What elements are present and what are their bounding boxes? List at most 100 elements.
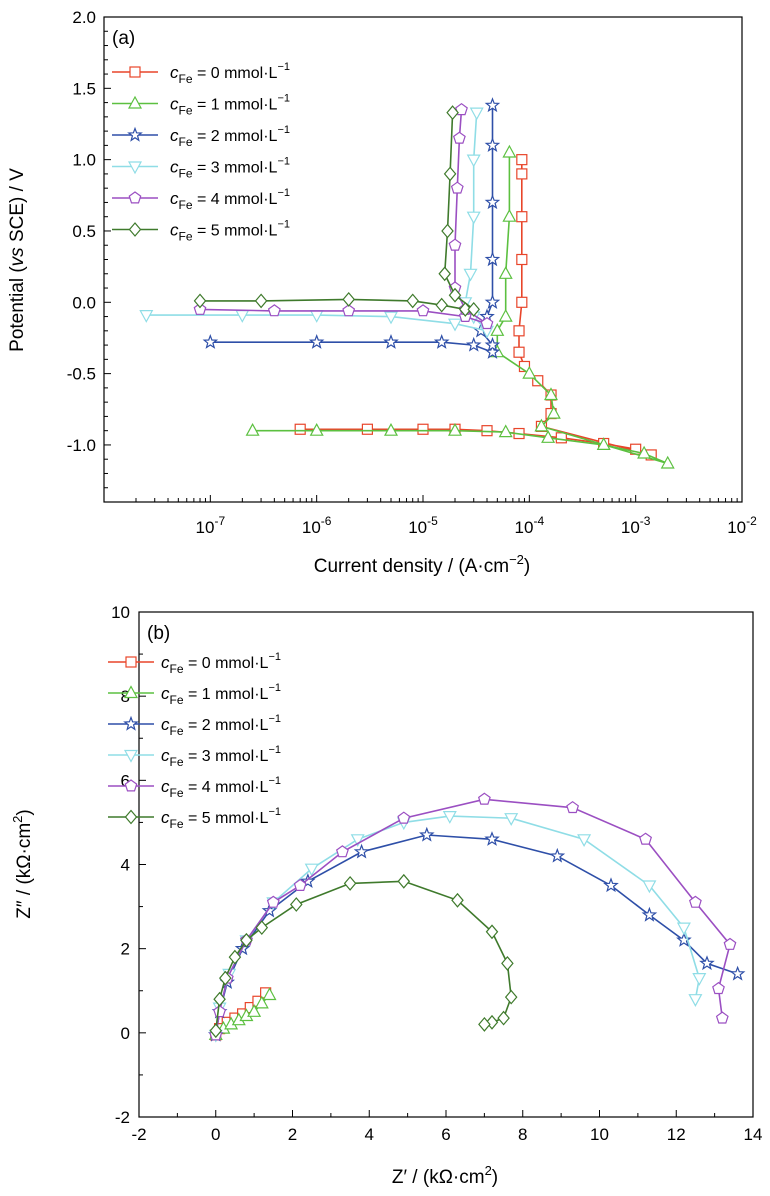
panel-a-data-point — [383, 422, 399, 436]
panel-a-data-point — [452, 131, 466, 144]
panel-b-legend-marker — [123, 715, 139, 731]
panel-a-data-point — [466, 154, 481, 168]
panel-b-series — [207, 792, 746, 1043]
panel-b-legend-marker — [125, 656, 137, 668]
panel-b-y-tick-label: 4 — [121, 856, 130, 875]
panel-a-legend-marker — [127, 126, 143, 142]
panel-b-data-point — [566, 800, 580, 814]
panel-a-data-point — [235, 310, 250, 323]
panel-b-data-point — [603, 877, 619, 893]
panel-a-data-point — [139, 310, 154, 323]
panel-a-data-point — [308, 333, 325, 349]
panel-a-series-line — [300, 159, 652, 456]
panel-b-legend-entry: cFe = 3 mmol·L−1 — [161, 744, 281, 769]
panel-b-data-point — [477, 792, 491, 805]
panel-b-series-line — [215, 815, 701, 1036]
panel-a-data-point — [309, 422, 324, 436]
panel-b-data-point — [262, 987, 277, 1001]
panel-a-data-point — [596, 437, 611, 450]
panel-a-data-point — [267, 304, 281, 317]
panel-b-data-point — [397, 811, 411, 824]
panel-a-polarization-chart: (a) -1.0 -0.5 0.0 0.5 1.0 1.5 2.0 10-7 10-6 10-5 1… — [7, 8, 757, 577]
panel-a-data-point — [555, 432, 567, 444]
panel-b-data-point — [639, 832, 653, 845]
panel-b-data-point — [729, 965, 746, 981]
panel-a-data-point — [498, 424, 513, 438]
panel-a-data-point — [516, 168, 528, 180]
panel-b-series-2 — [207, 826, 746, 1042]
panel-a-data-point — [465, 336, 482, 352]
panel-b-data-point — [219, 970, 232, 986]
panel-b-legend-entry: cFe = 1 mmol·L−1 — [161, 682, 281, 707]
panel-a-data-point — [546, 405, 561, 419]
panel-b-x-tick-label: 14 — [744, 1125, 763, 1144]
panel-a-legend-marker — [129, 66, 141, 78]
panel-b-series-line — [215, 880, 513, 1031]
panel-b-y-tick-label: 2 — [121, 940, 130, 959]
panel-a-data-point — [406, 293, 419, 309]
panel-b-data-point — [240, 932, 253, 948]
panel-a-data-point — [447, 318, 463, 332]
panel-a-data-point — [522, 365, 537, 379]
panel-a-series-line — [199, 109, 488, 325]
panel-a-data-point — [637, 445, 652, 459]
panel-a-series — [139, 97, 675, 469]
panel-a-series-5 — [193, 105, 480, 317]
panel-b-data-point — [247, 1004, 262, 1017]
panel-b-data-point — [343, 875, 357, 891]
panel-a-data-point — [484, 97, 501, 113]
panel-b-x-axis-label: Z′ / (kΩ·cm2) — [392, 1163, 498, 1188]
panel-b-data-point — [451, 892, 464, 908]
panel-b-data-point — [642, 880, 657, 894]
panel-a-label: (a) — [112, 28, 135, 49]
panel-a-data-point — [245, 422, 260, 436]
panel-b-y-tick-label: -2 — [115, 1108, 130, 1127]
panel-a-y-tick-label: 0.5 — [72, 222, 96, 241]
panel-a-data-point — [467, 301, 480, 317]
panel-a-data-point — [516, 211, 528, 223]
panel-a-data-point — [502, 208, 517, 222]
panel-a-data-point — [447, 422, 463, 436]
panel-a-data-point — [660, 455, 675, 469]
panel-a-data-point — [309, 310, 324, 323]
panel-a-legend: cFe = 0 mmol·L−1 cFe = 1 mmol·L−1 cFe = 2 … — [112, 61, 290, 244]
panel-b-y-tick-label: 6 — [121, 771, 130, 790]
panel-b-data-point — [293, 878, 307, 892]
panel-a-data-point — [541, 430, 556, 443]
panel-b-data-point — [228, 949, 242, 965]
panel-a-legend-marker — [128, 191, 142, 204]
panel-a-legend-marker — [128, 222, 142, 237]
panel-b-x-tick-label: 10 — [590, 1125, 609, 1144]
panel-a-axes: -1.0 -0.5 0.0 0.5 1.0 1.5 2.0 10-7 10-6 10-5 10-4 1… — [67, 8, 757, 537]
panel-a-data-point — [516, 154, 528, 166]
panel-a-data-point — [532, 375, 544, 387]
panel-a-data-point — [202, 333, 219, 349]
panel-a-legend-entry: cFe = 2 mmol·L−1 — [170, 124, 290, 149]
panel-b-data-point — [549, 847, 566, 863]
panel-a-legend-entry: cFe = 4 mmol·L−1 — [170, 187, 290, 212]
panel-a-data-point — [254, 293, 268, 309]
panel-a-data-point — [438, 266, 451, 282]
panel-a-x-tick-label: 10-5 — [408, 514, 438, 537]
panel-a-data-point — [466, 211, 481, 225]
panel-b-data-point — [676, 922, 691, 936]
panel-a-series-3 — [139, 107, 495, 339]
panel-b-data-point — [485, 924, 499, 940]
panel-a-data-point — [469, 107, 484, 121]
panel-a-x-tick-label: 10-4 — [515, 514, 545, 537]
panel-a-data-point — [484, 336, 501, 352]
panel-b-data-point — [484, 831, 500, 846]
panel-a-data-point — [416, 304, 430, 317]
panel-b-legend-marker — [123, 749, 139, 763]
panel-b-data-point — [641, 906, 658, 922]
panel-a-data-point — [484, 137, 501, 152]
panel-b-data-point — [209, 1023, 223, 1039]
panel-a-data-point — [513, 325, 525, 337]
panel-b-data-point — [485, 1014, 499, 1030]
panel-a-data-point — [193, 293, 207, 309]
panel-a-data-point — [484, 343, 501, 359]
panel-b-legend-marker — [124, 779, 138, 792]
